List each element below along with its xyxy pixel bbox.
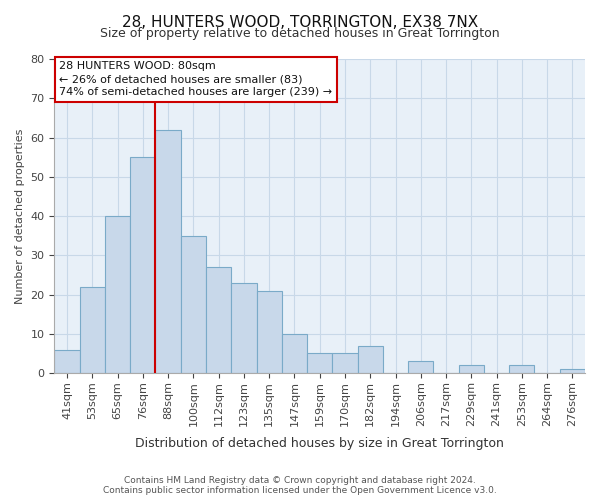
Bar: [332, 354, 358, 373]
Bar: [358, 346, 383, 373]
Bar: [282, 334, 307, 373]
Bar: [560, 369, 585, 373]
Bar: [181, 236, 206, 373]
Bar: [408, 362, 433, 373]
Bar: [257, 290, 282, 373]
Bar: [458, 366, 484, 373]
Text: 28, HUNTERS WOOD, TORRINGTON, EX38 7NX: 28, HUNTERS WOOD, TORRINGTON, EX38 7NX: [122, 15, 478, 30]
X-axis label: Distribution of detached houses by size in Great Torrington: Distribution of detached houses by size …: [135, 437, 504, 450]
Text: Size of property relative to detached houses in Great Torrington: Size of property relative to detached ho…: [100, 28, 500, 40]
Bar: [307, 354, 332, 373]
Text: 28 HUNTERS WOOD: 80sqm
← 26% of detached houses are smaller (83)
74% of semi-det: 28 HUNTERS WOOD: 80sqm ← 26% of detached…: [59, 61, 332, 98]
Bar: [80, 286, 105, 373]
Bar: [206, 267, 231, 373]
Bar: [105, 216, 130, 373]
Bar: [155, 130, 181, 373]
Text: Contains HM Land Registry data © Crown copyright and database right 2024.
Contai: Contains HM Land Registry data © Crown c…: [103, 476, 497, 495]
Bar: [231, 283, 257, 373]
Bar: [55, 350, 80, 373]
Bar: [509, 366, 535, 373]
Bar: [130, 157, 155, 373]
Y-axis label: Number of detached properties: Number of detached properties: [15, 128, 25, 304]
